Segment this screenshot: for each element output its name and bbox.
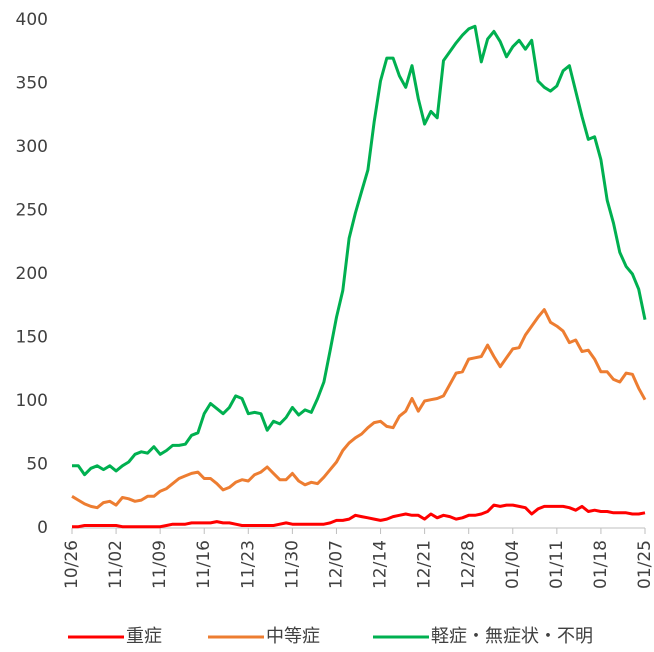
x-tick-label: 01/25: [635, 540, 654, 589]
x-tick-label: 12/07: [326, 540, 346, 589]
x-tick-label: 10/26: [62, 540, 82, 589]
y-tick-label: 200: [16, 264, 48, 284]
y-tick-label: 400: [16, 10, 48, 30]
x-tick-label: 01/18: [591, 540, 611, 589]
legend-label: 中等症: [266, 626, 320, 647]
legend-label: 軽症・無症状・不明: [431, 626, 593, 647]
y-tick-label: 0: [37, 518, 48, 538]
x-tick-label: 11/16: [194, 540, 214, 589]
y-tick-label: 350: [16, 74, 48, 94]
x-tick-label: 11/30: [282, 540, 302, 589]
legend: 重症 中等症 軽症・無症状・不明: [68, 626, 593, 647]
x-tick-label: 11/02: [106, 540, 126, 589]
y-tick-label: 50: [26, 455, 48, 475]
x-tick-label: 01/04: [503, 540, 523, 589]
legend-label: 重症: [126, 626, 162, 647]
x-tick-label: 01/11: [547, 540, 567, 589]
x-tick-label: 12/28: [459, 540, 479, 589]
y-tick-label: 250: [16, 201, 48, 221]
y-tick-label: 100: [16, 391, 48, 411]
y-tick-label: 300: [16, 137, 48, 157]
series-line: [71, 308, 647, 510]
x-tick-label: 11/09: [150, 540, 170, 589]
series-line: [72, 503, 646, 529]
x-tick-label: 12/14: [371, 540, 391, 589]
series-line: [72, 24, 647, 477]
y-tick-label: 150: [16, 328, 48, 348]
x-tick-label: 11/23: [238, 540, 258, 589]
x-tick-label: 12/21: [415, 540, 435, 589]
